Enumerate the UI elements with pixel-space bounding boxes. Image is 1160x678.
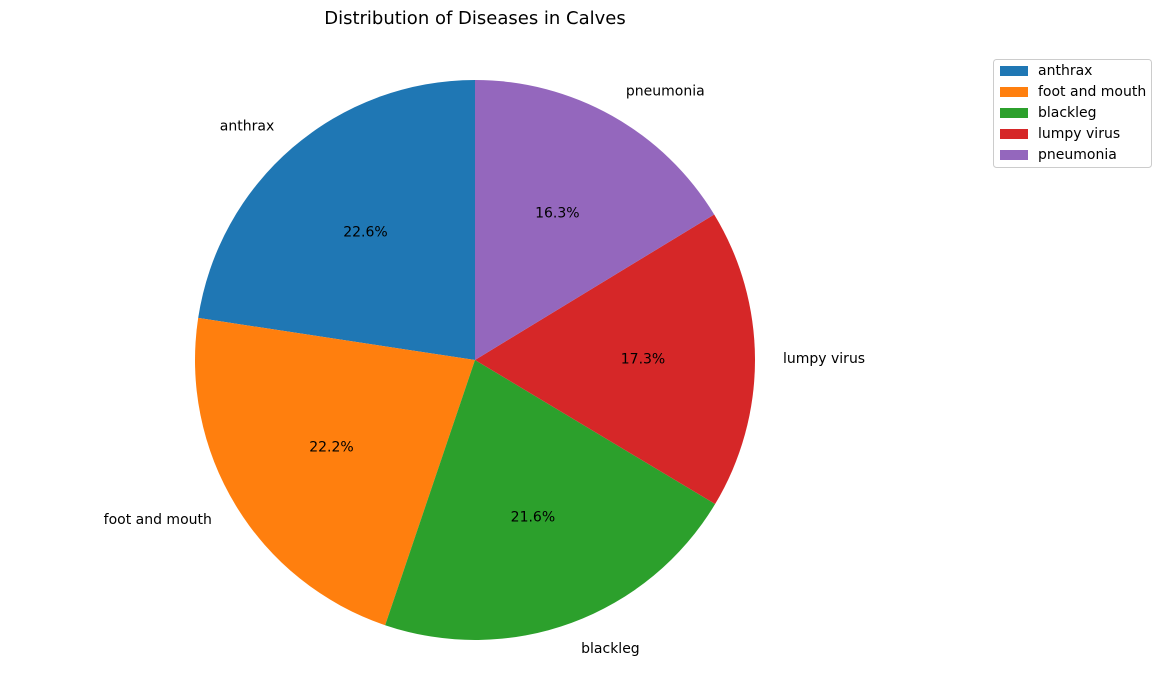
pie-slice-lumpy-virus [475, 214, 755, 505]
legend-swatch-blackleg [1000, 108, 1028, 118]
slice-labels: anthrax foot and mouth blackleg lumpy virus… [104, 84, 865, 658]
legend-label-lumpy-virus: lumpy virus [1038, 126, 1120, 142]
pie-slice-pneumonia [475, 80, 715, 360]
percent-labels: 22.6% 22.2% 21.6% 17.3% 16.3% [309, 206, 665, 526]
slice-label-anthrax: anthrax [220, 118, 274, 134]
percent-label-anthrax: 22.6% [343, 225, 387, 241]
percent-label-foot-and-mouth: 22.2% [309, 439, 353, 455]
slice-label-lumpy-virus: lumpy virus [783, 351, 865, 367]
percent-label-blackleg: 21.6% [511, 510, 555, 526]
legend-swatch-foot-and-mouth [1000, 87, 1028, 97]
pie-slices [195, 80, 755, 640]
percent-label-pneumonia: 16.3% [535, 206, 579, 222]
legend-label-pneumonia: pneumonia [1038, 147, 1117, 163]
legend: anthrax foot and mouth blackleg lumpy virus… [993, 59, 1152, 168]
slice-label-blackleg: blackleg [581, 641, 640, 657]
pie-slice-foot-and-mouth [195, 317, 475, 626]
legend-frame [993, 59, 1152, 168]
legend-swatch-anthrax [1000, 66, 1028, 76]
slice-label-foot-and-mouth: foot and mouth [104, 512, 212, 528]
chart-title: Distribution of Diseases in Calves [324, 8, 626, 29]
pie-slice-blackleg [385, 360, 716, 640]
slice-label-pneumonia: pneumonia [626, 84, 705, 100]
legend-swatch-pneumonia [1000, 150, 1028, 160]
legend-label-blackleg: blackleg [1038, 105, 1097, 121]
pie-slice-anthrax [198, 80, 476, 360]
legend-swatch-lumpy-virus [1000, 129, 1028, 139]
legend-label-foot-and-mouth: foot and mouth [1038, 84, 1146, 100]
percent-label-lumpy-virus: 17.3% [621, 351, 665, 367]
legend-label-anthrax: anthrax [1038, 63, 1092, 79]
